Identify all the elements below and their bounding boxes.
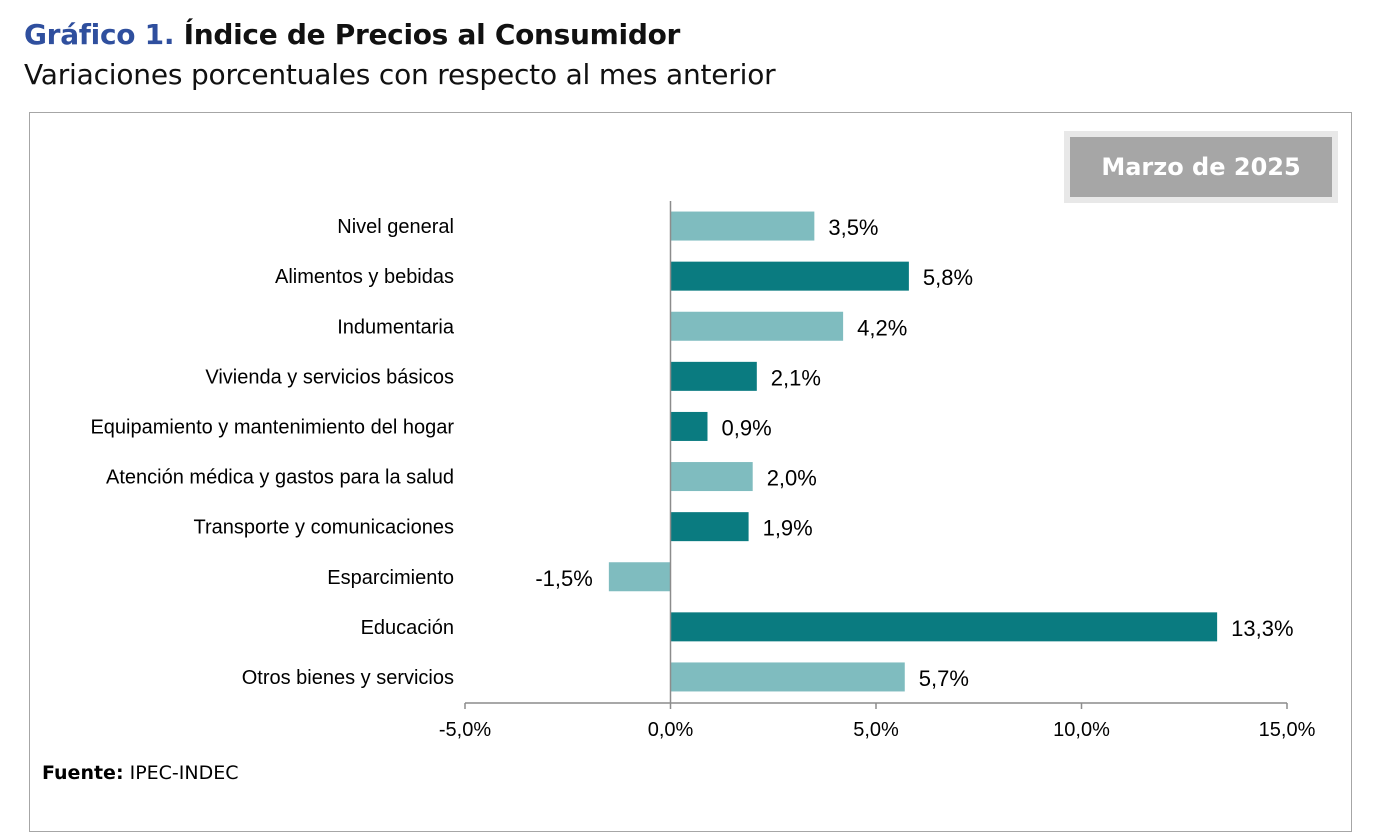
data-label-8: 13,3%	[1231, 616, 1293, 641]
source-note: Fuente: IPEC-INDEC	[42, 762, 239, 784]
x-tick-label-2: 5,0%	[853, 719, 899, 741]
bar-9	[670, 662, 905, 692]
chart-title: Gráfico 1. Índice de Precios al Consumid…	[24, 18, 680, 51]
bar-8	[670, 612, 1218, 642]
x-tick-label-1: 0,0%	[648, 719, 694, 741]
source-text: IPEC-INDEC	[129, 762, 239, 784]
data-label-9: 5,7%	[919, 666, 969, 691]
bar-6	[670, 512, 749, 542]
data-label-4: 0,9%	[721, 415, 771, 440]
data-label-7: -1,5%	[535, 566, 592, 591]
bar-5	[670, 462, 753, 492]
category-label-3: Vivienda y servicios básicos	[205, 366, 454, 388]
x-tick-label-3: 10,0%	[1053, 719, 1110, 741]
category-label-7: Esparcimiento	[327, 567, 454, 589]
source-label: Fuente:	[42, 762, 124, 784]
data-label-1: 5,8%	[923, 265, 973, 290]
category-label-5: Atención médica y gastos para la salud	[106, 467, 454, 489]
bar-chart: Nivel general 3,5% Alimentos y bebidas 5,8%…	[90, 201, 1316, 741]
bar-0	[670, 211, 815, 241]
x-tick-label-4: 15,0%	[1259, 719, 1316, 741]
category-label-0: Nivel general	[337, 216, 454, 238]
category-label-2: Indumentaria	[337, 316, 455, 338]
period-badge: Marzo de 2025	[1070, 137, 1332, 197]
chart-subtitle: Variaciones porcentuales con respecto al…	[24, 58, 776, 91]
category-label-6: Transporte y comunicaciones	[194, 517, 455, 539]
data-label-5: 2,0%	[767, 466, 817, 491]
bar-7	[608, 562, 671, 592]
category-label-4: Equipamiento y mantenimiento del hogar	[90, 416, 454, 438]
category-label-8: Educación	[361, 617, 454, 639]
data-label-0: 3,5%	[828, 215, 878, 240]
chart-title-text: Índice de Precios al Consumidor	[183, 18, 681, 51]
x-tick-label-0: -5,0%	[439, 719, 491, 741]
data-label-6: 1,9%	[763, 516, 813, 541]
bar-3	[670, 361, 757, 391]
bar-2	[670, 311, 844, 341]
bar-4	[670, 411, 708, 441]
data-label-3: 2,1%	[771, 365, 821, 390]
chart-title-prefix: Gráfico 1.	[24, 18, 175, 51]
category-label-9: Otros bienes y servicios	[242, 667, 454, 689]
bar-1	[670, 261, 909, 291]
data-label-2: 4,2%	[857, 315, 907, 340]
category-label-1: Alimentos y bebidas	[275, 266, 454, 288]
